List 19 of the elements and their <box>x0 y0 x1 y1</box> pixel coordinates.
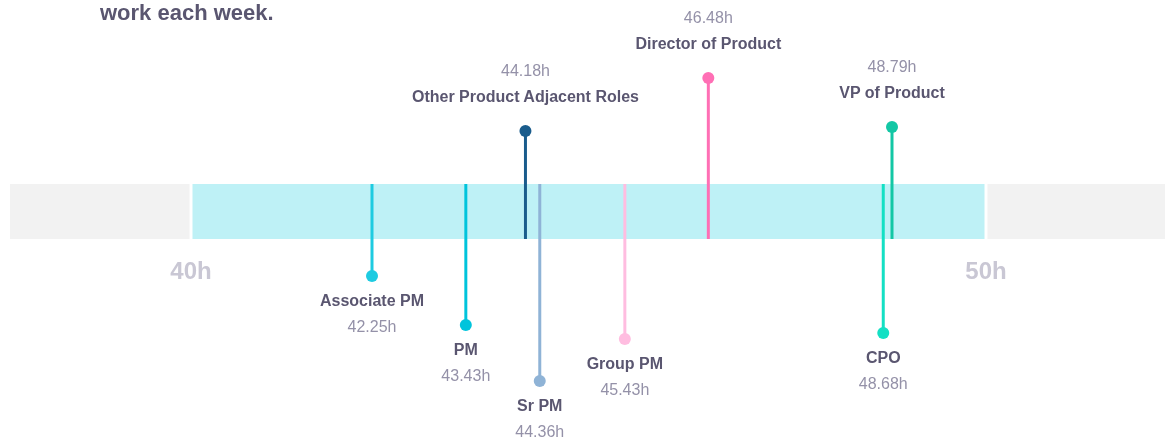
text: 50h <box>965 257 1007 284</box>
data-label: 45.43h <box>600 381 650 398</box>
category-label: CPO <box>865 349 901 366</box>
data-label: 46.48h <box>683 9 733 26</box>
data-label: 48.79h <box>867 58 917 75</box>
category-label: PM <box>453 341 478 358</box>
text: 40h <box>170 257 212 284</box>
category-label: Other Product Adjacent Roles <box>411 88 640 105</box>
data-label: 44.18h <box>500 62 550 79</box>
category-label: Sr PM <box>517 397 563 414</box>
data-label: 48.68h <box>858 375 908 392</box>
category-label: VP of Product <box>839 84 946 101</box>
data-label: 43.43h <box>441 367 491 384</box>
category-label: Director of Product <box>635 35 782 52</box>
data-label: 42.25h <box>347 318 397 335</box>
category-label: Group PM <box>586 355 664 372</box>
text: work each week. <box>99 0 274 25</box>
data-label: 44.36h <box>515 423 565 440</box>
category-label: Associate PM <box>319 292 425 309</box>
